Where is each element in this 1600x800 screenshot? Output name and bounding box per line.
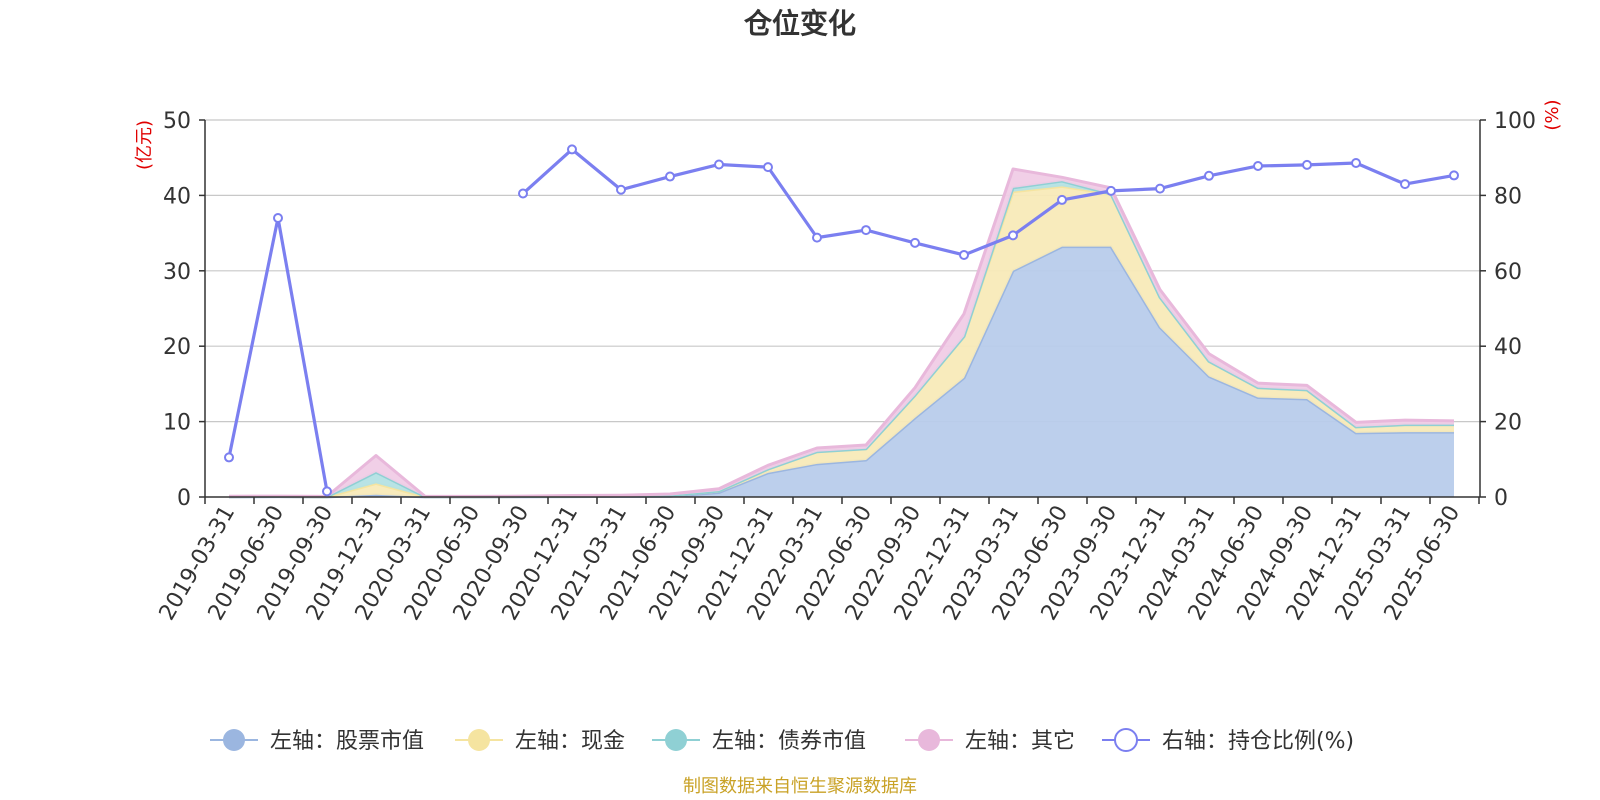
- holding-ratio-point: [224, 452, 234, 463]
- left-axis-tick-label: 10: [163, 411, 191, 436]
- holding-ratio-point: [1400, 179, 1410, 190]
- legend-marker-symbol: [918, 729, 940, 751]
- holding-ratio-point: [1204, 170, 1214, 181]
- holding-ratio-point: [1449, 170, 1459, 181]
- holding-ratio-point: [1351, 157, 1361, 168]
- holding-ratio-point: [812, 232, 822, 243]
- holding-ratio-point: [959, 249, 969, 260]
- holding-ratio-point: [714, 159, 724, 170]
- legend-marker-symbol: [665, 729, 687, 751]
- data-source-note: 制图数据来自恒生聚源数据库: [683, 776, 917, 797]
- right-axis-tick-label: 80: [1494, 184, 1522, 209]
- chart-title: 仓位变化: [744, 7, 856, 40]
- holding-ratio-point: [273, 213, 283, 224]
- holding-ratio-point: [861, 225, 871, 236]
- holding-ratio-point: [1253, 160, 1263, 171]
- legend-marker-symbol: [1114, 728, 1138, 752]
- holding-ratio-point: [518, 188, 528, 199]
- legend-label: 左轴：债券市值: [712, 729, 866, 754]
- legend-label: 右轴：持仓比例(%): [1162, 729, 1354, 754]
- legend-marker-symbol: [223, 729, 245, 751]
- axes: 010203040500204060801002019-03-312019-06…: [155, 109, 1536, 625]
- left-axis-tick-label: 30: [163, 260, 191, 285]
- left-axis-tick-label: 40: [163, 184, 191, 209]
- holding-ratio-point: [616, 184, 626, 195]
- left-axis-tick-label: 0: [177, 486, 191, 511]
- holding-ratio-point: [1155, 183, 1165, 194]
- holding-ratio-point: [567, 144, 577, 155]
- holding-ratio-point: [322, 486, 332, 497]
- holding-ratio-line: [521, 147, 1455, 257]
- holding-ratio-line: [227, 216, 329, 492]
- right-axis-unit-label: (%): [1542, 99, 1563, 130]
- stacked-area-series: [228, 167, 1455, 499]
- holding-ratio-point: [910, 237, 920, 248]
- legend-marker-symbol: [468, 729, 490, 751]
- right-axis-tick-label: 20: [1494, 411, 1522, 436]
- left-axis-unit-label: (亿元): [134, 120, 155, 170]
- holding-ratio-point: [763, 162, 773, 173]
- holding-ratio-line-series: [224, 144, 1459, 497]
- holding-ratio-point: [665, 171, 675, 182]
- chart-legend: 左轴：股票市值 左轴：现金 左轴：债券市值 左轴：其它 右轴：持仓比例(%): [210, 728, 1354, 754]
- right-axis-tick-label: 60: [1494, 260, 1522, 285]
- legend-label: 左轴：股票市值: [270, 729, 424, 754]
- left-axis-tick-label: 50: [163, 109, 191, 134]
- holding-ratio-point: [1008, 230, 1018, 241]
- holding-ratio-point: [1057, 194, 1067, 205]
- legend-label: 左轴：现金: [515, 729, 625, 754]
- left-axis-tick-label: 20: [163, 335, 191, 360]
- holding-ratio-point: [1302, 159, 1312, 170]
- holding-ratio-point: [1106, 185, 1116, 196]
- right-axis-tick-label: 100: [1494, 109, 1536, 134]
- right-axis-tick-label: 0: [1494, 486, 1508, 511]
- right-axis-tick-label: 40: [1494, 335, 1522, 360]
- legend-label: 左轴：其它: [965, 729, 1075, 754]
